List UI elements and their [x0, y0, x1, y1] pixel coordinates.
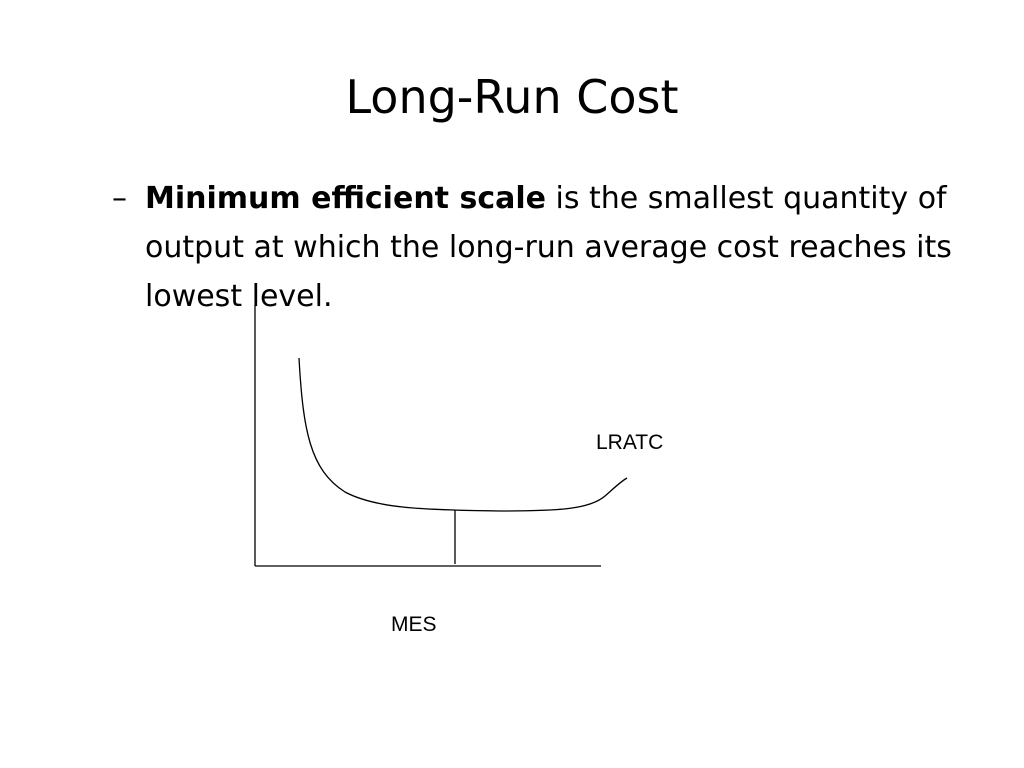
- bullet-point: – Minimum efficient scale is the smalles…: [112, 174, 952, 321]
- lratc-label: LRATC: [596, 431, 663, 454]
- lratc-curve: [298, 357, 628, 512]
- slide-title: Long-Run Cost: [345, 70, 679, 124]
- mes-label: MES: [391, 613, 437, 636]
- bullet-bold-term: Minimum efficient scale: [145, 181, 546, 216]
- bullet-text: Minimum efficient scale is the smallest …: [145, 174, 952, 321]
- bullet-dash: –: [112, 181, 127, 216]
- bullet-rest-text: is the smallest quantity of output at wh…: [145, 181, 952, 314]
